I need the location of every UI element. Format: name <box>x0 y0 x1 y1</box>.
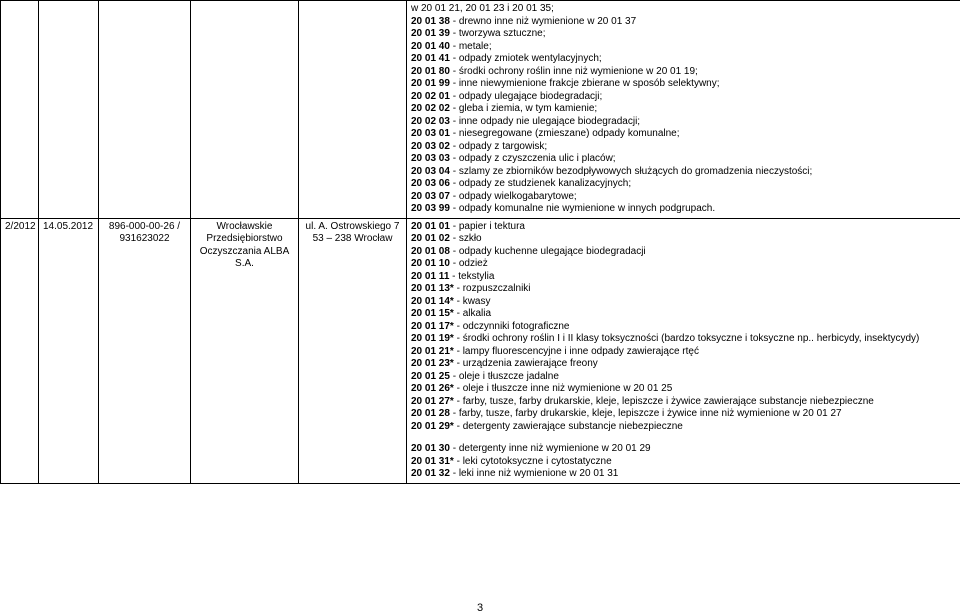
cell-empty <box>99 1 191 219</box>
waste-code-line: 20 01 23* - urządzenia zawierające freon… <box>411 358 956 371</box>
waste-code-line: 20 01 38 - drewno inne niż wymienione w … <box>411 16 956 29</box>
cell-company: Wrocławskie Przedsiębiorstwo Oczyszczani… <box>191 218 299 483</box>
cell-date: 14.05.2012 <box>39 218 99 483</box>
waste-code-line: 20 03 03 - odpady z czyszczenia ulic i p… <box>411 153 956 166</box>
waste-code-line: 20 01 15* - alkalia <box>411 308 956 321</box>
table-row: 2/2012 14.05.2012 896-000-00-26 / 931623… <box>1 218 960 483</box>
waste-code-line: 20 01 39 - tworzywa sztuczne; <box>411 28 956 41</box>
cell-empty <box>1 1 39 219</box>
waste-code-line: 20 01 25 - oleje i tłuszcze jadalne <box>411 371 956 384</box>
waste-code-line: 20 01 31* - leki cytotoksyczne i cytosta… <box>411 456 956 469</box>
waste-code-line: 20 01 28 - farby, tusze, farby drukarski… <box>411 408 956 421</box>
waste-code-line: 20 01 14* - kwasy <box>411 296 956 309</box>
cell-empty <box>299 1 407 219</box>
cell-content: w 20 01 21, 20 01 23 i 20 01 35;20 01 38… <box>407 1 960 219</box>
waste-code-line: 20 03 04 - szlamy ze zbiorników bezodpły… <box>411 166 956 179</box>
waste-code-line: 20 01 02 - szkło <box>411 233 956 246</box>
cell-id: 2/2012 <box>1 218 39 483</box>
address-line: 53 – 238 Wrocław <box>313 233 393 244</box>
table-row: w 20 01 21, 20 01 23 i 20 01 35;20 01 38… <box>1 1 960 219</box>
waste-code-line: 20 01 99 - inne niewymienione frakcje zb… <box>411 78 956 91</box>
waste-code-line: 20 01 19* - środki ochrony roślin I i II… <box>411 333 956 346</box>
waste-code-line: 20 01 10 - odzież <box>411 258 956 271</box>
cell-number: 896-000-00-26 / 931623022 <box>99 218 191 483</box>
waste-code-line: 20 01 26* - oleje i tłuszcze inne niż wy… <box>411 383 956 396</box>
waste-code-line: 20 03 06 - odpady ze studzienek kanaliza… <box>411 178 956 191</box>
waste-code-line: 20 03 07 - odpady wielkogabarytowe; <box>411 191 956 204</box>
cell-empty <box>191 1 299 219</box>
waste-code-line: 20 03 99 - odpady komunalne nie wymienio… <box>411 203 956 216</box>
data-table: w 20 01 21, 20 01 23 i 20 01 35;20 01 38… <box>0 0 960 484</box>
waste-code-line: 20 01 40 - metale; <box>411 41 956 54</box>
waste-code-line: 20 01 21* - lampy fluorescencyjne i inne… <box>411 346 956 359</box>
waste-code-line: 20 01 08 - odpady kuchenne ulegające bio… <box>411 246 956 259</box>
waste-code-line: 20 02 01 - odpady ulegające biodegradacj… <box>411 91 956 104</box>
waste-code-line: 20 02 03 - inne odpady nie ulegające bio… <box>411 116 956 129</box>
waste-code-line: 20 01 27* - farby, tusze, farby drukarsk… <box>411 396 956 409</box>
waste-code-line: 20 01 41 - odpady zmiotek wentylacyjnych… <box>411 53 956 66</box>
waste-code-line: 20 01 32 - leki inne niż wymienione w 20… <box>411 468 956 481</box>
page-number: 3 <box>477 602 483 614</box>
waste-code-line: w 20 01 21, 20 01 23 i 20 01 35; <box>411 3 956 16</box>
cell-content: 20 01 01 - papier i tektura20 01 02 - sz… <box>407 218 960 483</box>
waste-code-line: 20 01 13* - rozpuszczalniki <box>411 283 956 296</box>
waste-code-line: 20 02 02 - gleba i ziemia, w tym kamieni… <box>411 103 956 116</box>
waste-code-line: 20 01 01 - papier i tektura <box>411 221 956 234</box>
waste-code-line: 20 03 01 - niesegregowane (zmieszane) od… <box>411 128 956 141</box>
waste-code-line: 20 01 29* - detergenty zawierające subst… <box>411 421 956 434</box>
waste-code-line: 20 03 02 - odpady z targowisk; <box>411 141 956 154</box>
waste-code-line: 20 01 11 - tekstylia <box>411 271 956 284</box>
waste-code-line: 20 01 30 - detergenty inne niż wymienion… <box>411 443 956 456</box>
cell-address: ul. A. Ostrowskiego 7 53 – 238 Wrocław <box>299 218 407 483</box>
cell-empty <box>39 1 99 219</box>
waste-code-line: 20 01 80 - środki ochrony roślin inne ni… <box>411 66 956 79</box>
address-line: ul. A. Ostrowskiego 7 <box>306 221 400 232</box>
waste-code-line: 20 01 17* - odczynniki fotograficzne <box>411 321 956 334</box>
